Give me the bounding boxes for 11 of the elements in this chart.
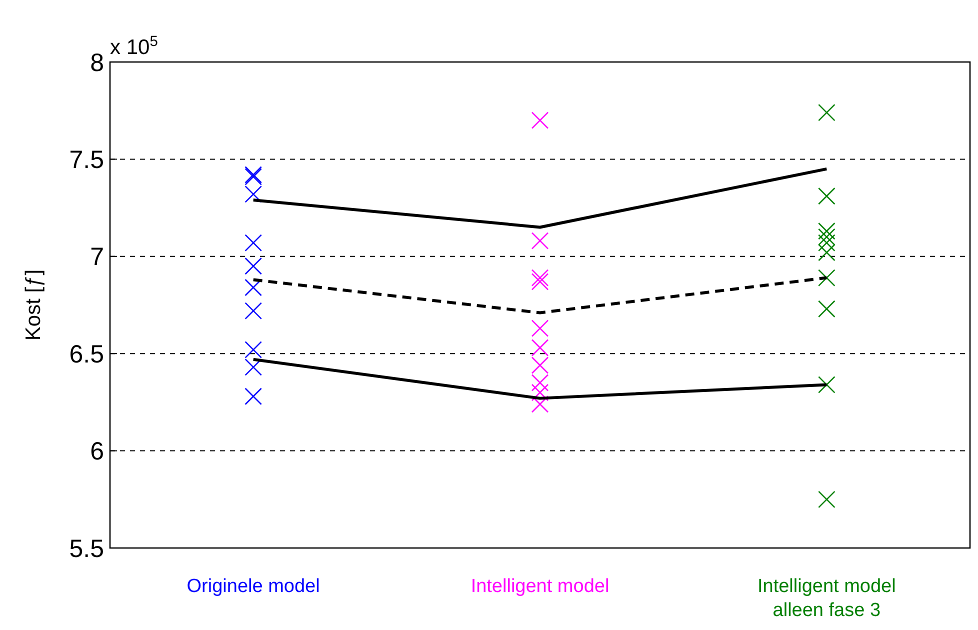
x-tick-label: Intelligent model alleen fase 3 — [757, 576, 896, 621]
y-tick-label: 8 — [90, 48, 104, 77]
x-tick-label: Originele model — [186, 576, 320, 597]
y-tick-label: 7.5 — [69, 146, 104, 174]
y-tick-label: 6.5 — [69, 340, 104, 368]
y-tick-label: 5.5 — [69, 534, 104, 563]
y-axis-title: Kost [ƒ] — [22, 269, 45, 341]
text: x 10$^{5}$ — [110, 34, 158, 59]
y-tick-label: 6 — [90, 438, 104, 466]
y-tick-label: 7 — [90, 243, 104, 272]
x-tick-label: Intelligent model — [470, 576, 610, 597]
